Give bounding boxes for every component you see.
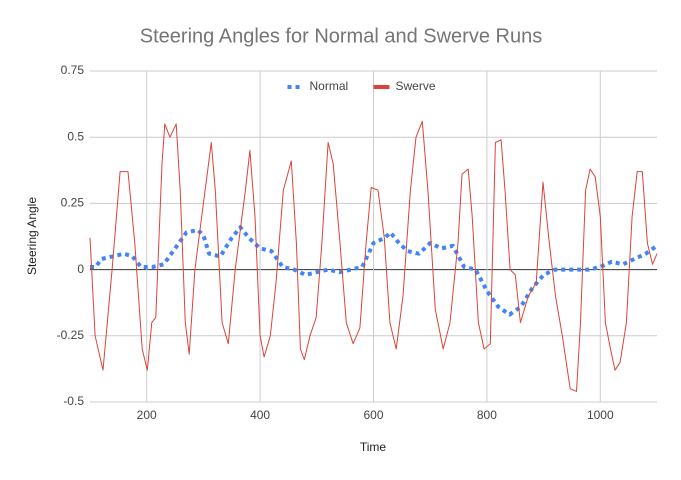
x-tick-label: 200 (137, 408, 157, 422)
x-tick-label: 400 (250, 408, 270, 422)
y-axis-label: Steering Angle (25, 197, 39, 275)
legend-label: Normal (310, 79, 349, 93)
y-tick-label: -0.25 (57, 328, 85, 342)
y-tick-label: 0 (77, 262, 84, 276)
y-tick-label: 0.75 (61, 63, 85, 77)
x-tick-label: 800 (477, 408, 497, 422)
x-tick-label: 600 (363, 408, 383, 422)
series-line (90, 225, 659, 317)
chart-title: Steering Angles for Normal and Swerve Ru… (140, 25, 542, 47)
y-tick-label: 0.25 (61, 196, 85, 210)
legend-label: Swerve (396, 79, 436, 93)
y-tick-label: -0.5 (63, 394, 84, 408)
series-line (89, 120, 658, 392)
x-axis-label: Time (360, 440, 387, 454)
x-tick-label: 1000 (587, 408, 614, 422)
y-tick-label: 0.5 (67, 129, 84, 143)
